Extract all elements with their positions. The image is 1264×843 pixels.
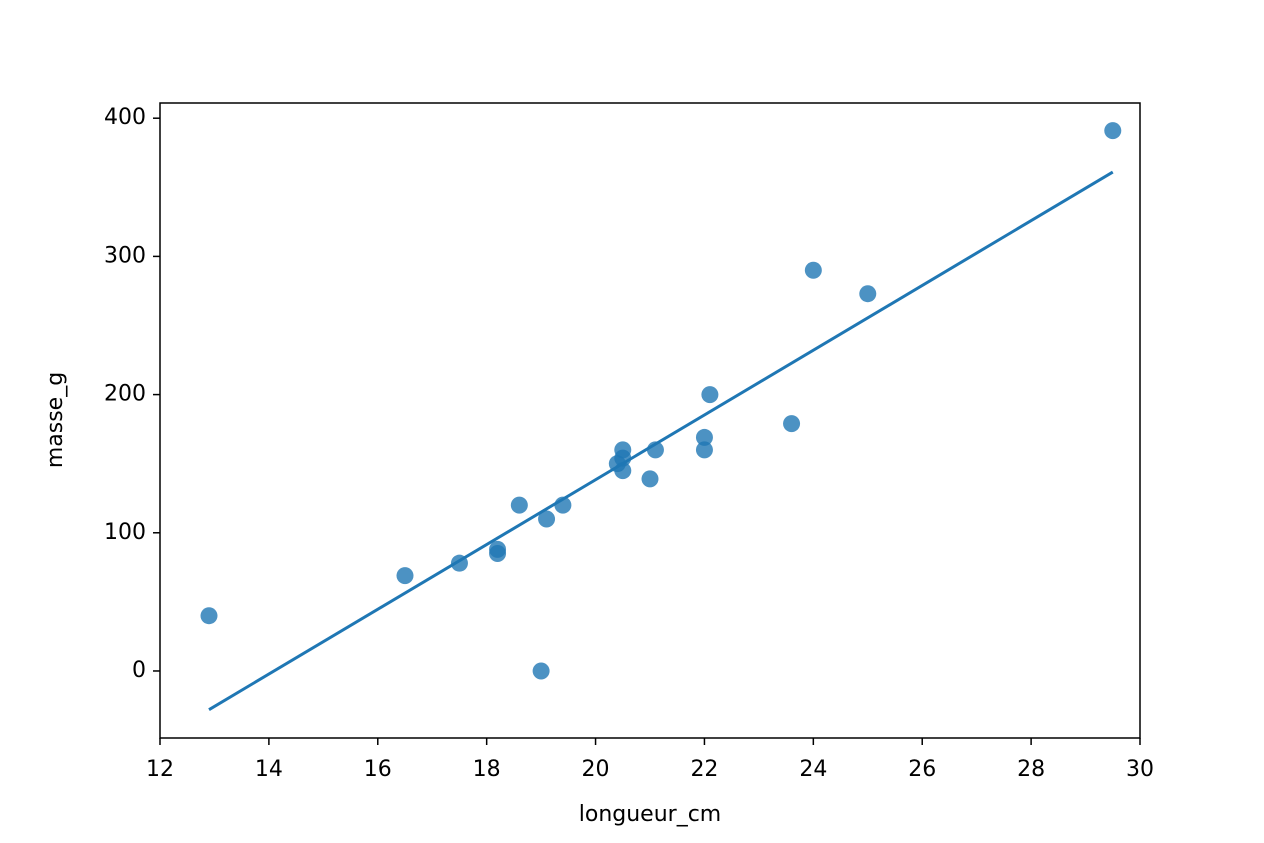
x-axis-label: longueur_cm	[579, 802, 721, 827]
point	[396, 567, 414, 585]
y-tick-label: 300	[104, 243, 146, 268]
point	[1104, 122, 1122, 140]
point	[200, 607, 218, 625]
x-tick-label: 12	[146, 757, 174, 782]
point	[701, 386, 719, 404]
point	[695, 441, 713, 459]
x-tick-label: 24	[799, 757, 827, 782]
fit-line	[208, 170, 1114, 711]
x-tick-label: 30	[1126, 757, 1154, 782]
point	[538, 510, 556, 528]
x-tick-label: 14	[255, 757, 283, 782]
y-tick-label: 400	[104, 105, 146, 130]
x-tick-label: 20	[582, 757, 610, 782]
x-tick-label: 26	[908, 757, 936, 782]
point	[804, 261, 822, 279]
point	[859, 285, 877, 303]
point	[695, 428, 713, 446]
y-tick-label: 0	[132, 658, 146, 683]
y-tick-label: 200	[104, 382, 146, 407]
x-tick-label: 22	[690, 757, 718, 782]
point	[489, 545, 507, 563]
x-tick-label: 18	[473, 757, 501, 782]
point	[783, 415, 801, 433]
x-tick-label: 28	[1017, 757, 1045, 782]
x-tick-label: 16	[364, 757, 392, 782]
y-tick-label: 100	[104, 520, 146, 545]
plot-frame	[159, 102, 1141, 739]
point	[641, 470, 659, 488]
point	[532, 662, 550, 680]
point	[510, 496, 528, 514]
y-axis-label: masse_g	[43, 372, 68, 468]
